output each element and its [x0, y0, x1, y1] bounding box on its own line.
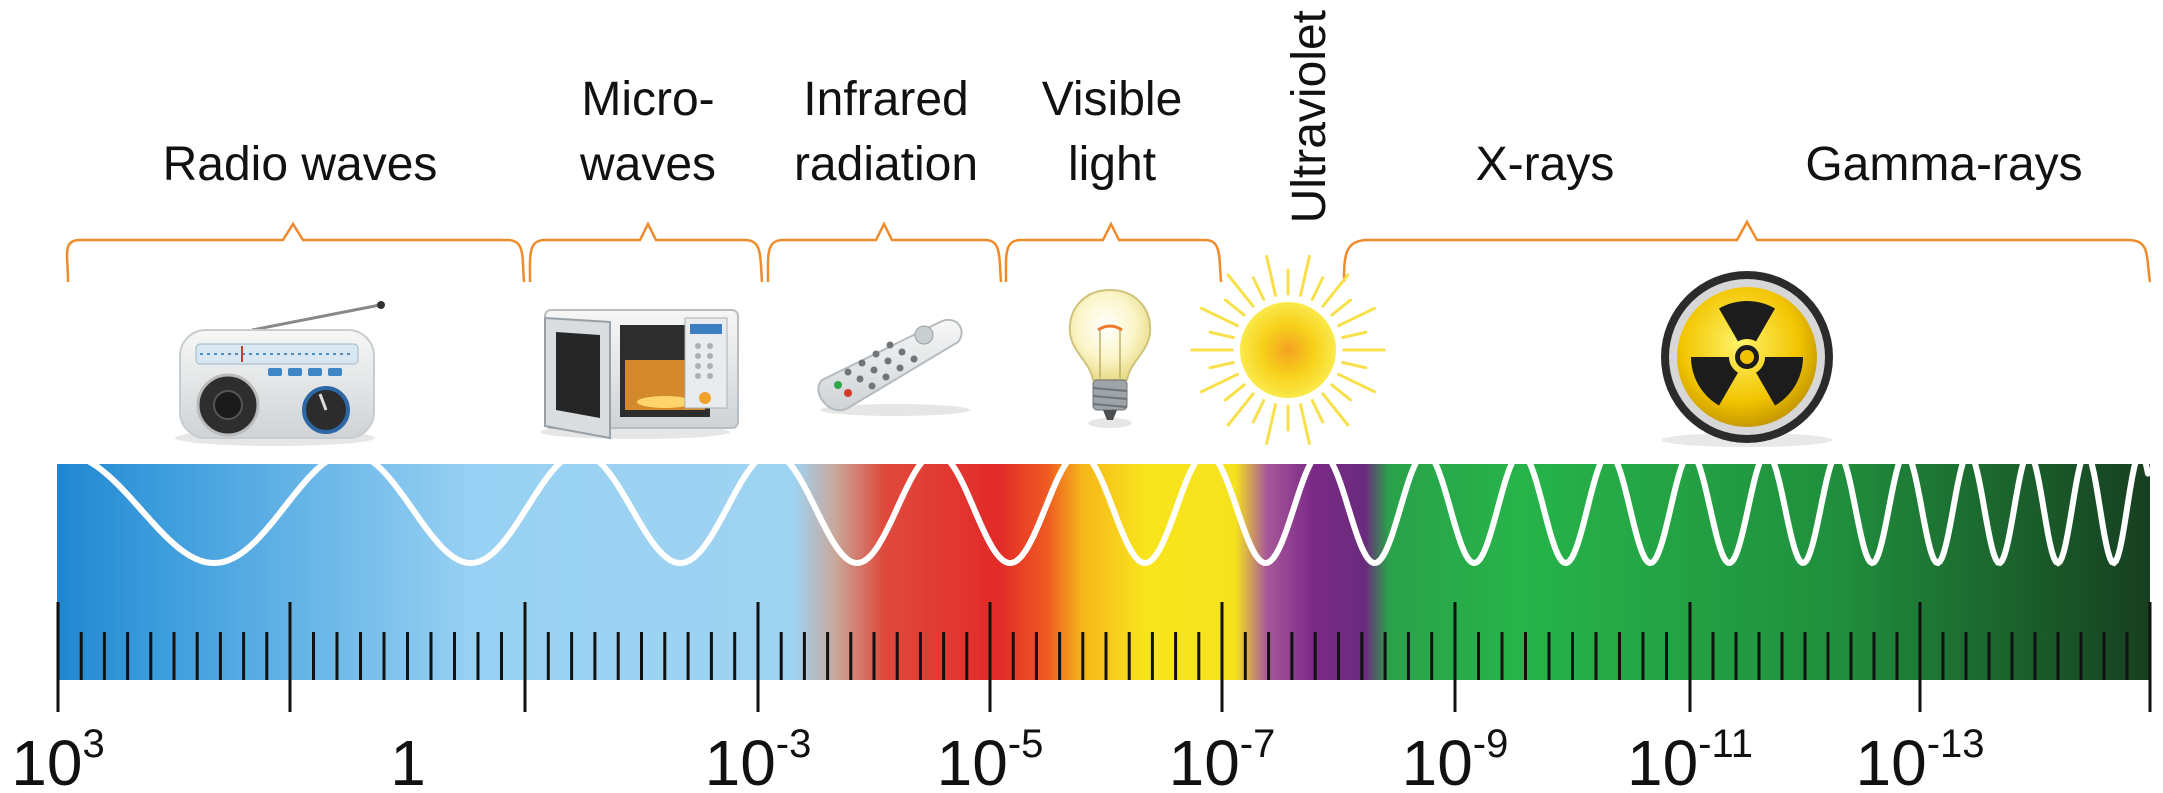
wavelength-scale-labels: 103 1 10-3 10-5 10-7 10-9 10-11 10-13 — [11, 722, 1984, 793]
sun-ray — [1208, 330, 1235, 339]
trefoil-blade — [1691, 357, 1738, 406]
bracket-visible — [1004, 221, 1223, 283]
sun-ray — [1224, 298, 1246, 317]
sun-ray — [1330, 298, 1352, 317]
sun-ray — [1251, 276, 1266, 301]
wave-line — [57, 449, 2151, 567]
wavelength-scale-ticks — [56, 602, 2152, 712]
scale-label-10e-9: 10-9 — [1402, 722, 1509, 793]
sun-ray — [1341, 330, 1368, 339]
remote-control-icon — [817, 319, 970, 416]
band-brackets — [65, 219, 2152, 283]
sun-ray — [1200, 372, 1239, 394]
sun-ray — [1330, 383, 1352, 402]
spectrum-gradient — [57, 464, 2150, 680]
scale-label-10e-5: 10-5 — [937, 722, 1044, 793]
band-label-infrared-line2: radiation — [794, 138, 978, 191]
sun-ray — [1310, 276, 1325, 301]
scale-label-10e-7: 10-7 — [1169, 722, 1276, 793]
sun-ray — [1226, 392, 1255, 427]
band-label-infrared-line1: Infrared — [803, 73, 968, 126]
sun-ray — [1341, 361, 1368, 370]
light-bulb-icon — [1068, 288, 1152, 428]
sun-ray — [1200, 306, 1239, 328]
band-label-ultraviolet: Ultraviolet — [1283, 10, 1336, 223]
sun-ray — [1337, 306, 1376, 328]
band-label-visible-line2: light — [1068, 138, 1156, 191]
band-label-microwaves-line1: Micro- — [581, 73, 714, 126]
band-label-microwaves-line2: waves — [579, 138, 716, 191]
scale-label-10e-3: 10-3 — [705, 722, 812, 793]
bracket-xray-gamma — [1342, 219, 2152, 283]
scale-label-10e3: 103 — [11, 722, 104, 793]
sun-ray — [1251, 399, 1266, 424]
band-label-radio: Radio waves — [163, 138, 438, 191]
scale-label-1: 1 — [390, 727, 426, 793]
spectrum-bar — [56, 449, 2152, 712]
trefoil-blade — [1719, 300, 1775, 342]
bracket-radio — [65, 221, 526, 283]
sun-ray — [1310, 399, 1325, 424]
sun-ray — [1265, 254, 1277, 297]
bracket-infrared — [766, 221, 1003, 283]
sun-ray — [1265, 403, 1277, 446]
sun-ray — [1226, 273, 1255, 308]
band-label-visible-line1: Visible — [1042, 73, 1183, 126]
sun-ray — [1337, 372, 1376, 394]
sun-ray — [1321, 273, 1350, 308]
band-labels: Radio waves Micro- waves Infrared radiat… — [163, 10, 2083, 223]
sun-ray — [1321, 392, 1350, 427]
trefoil-blade — [1756, 357, 1804, 406]
sun-ray — [1299, 254, 1311, 297]
band-label-gamma: Gamma-rays — [1805, 138, 2082, 191]
sun-ray — [1208, 361, 1235, 370]
radio-icon — [175, 301, 385, 446]
sun-icon — [1190, 254, 1386, 446]
bracket-microwaves — [528, 221, 764, 283]
scale-label-10e-13: 10-13 — [1856, 722, 1985, 793]
sun-ray — [1224, 383, 1246, 402]
microwave-oven-icon — [540, 309, 739, 440]
sun-ray — [1299, 403, 1311, 446]
band-label-xrays: X-rays — [1476, 138, 1615, 191]
scale-label-10e-11: 10-11 — [1627, 722, 1753, 793]
radiation-symbol-icon — [1661, 271, 1833, 447]
